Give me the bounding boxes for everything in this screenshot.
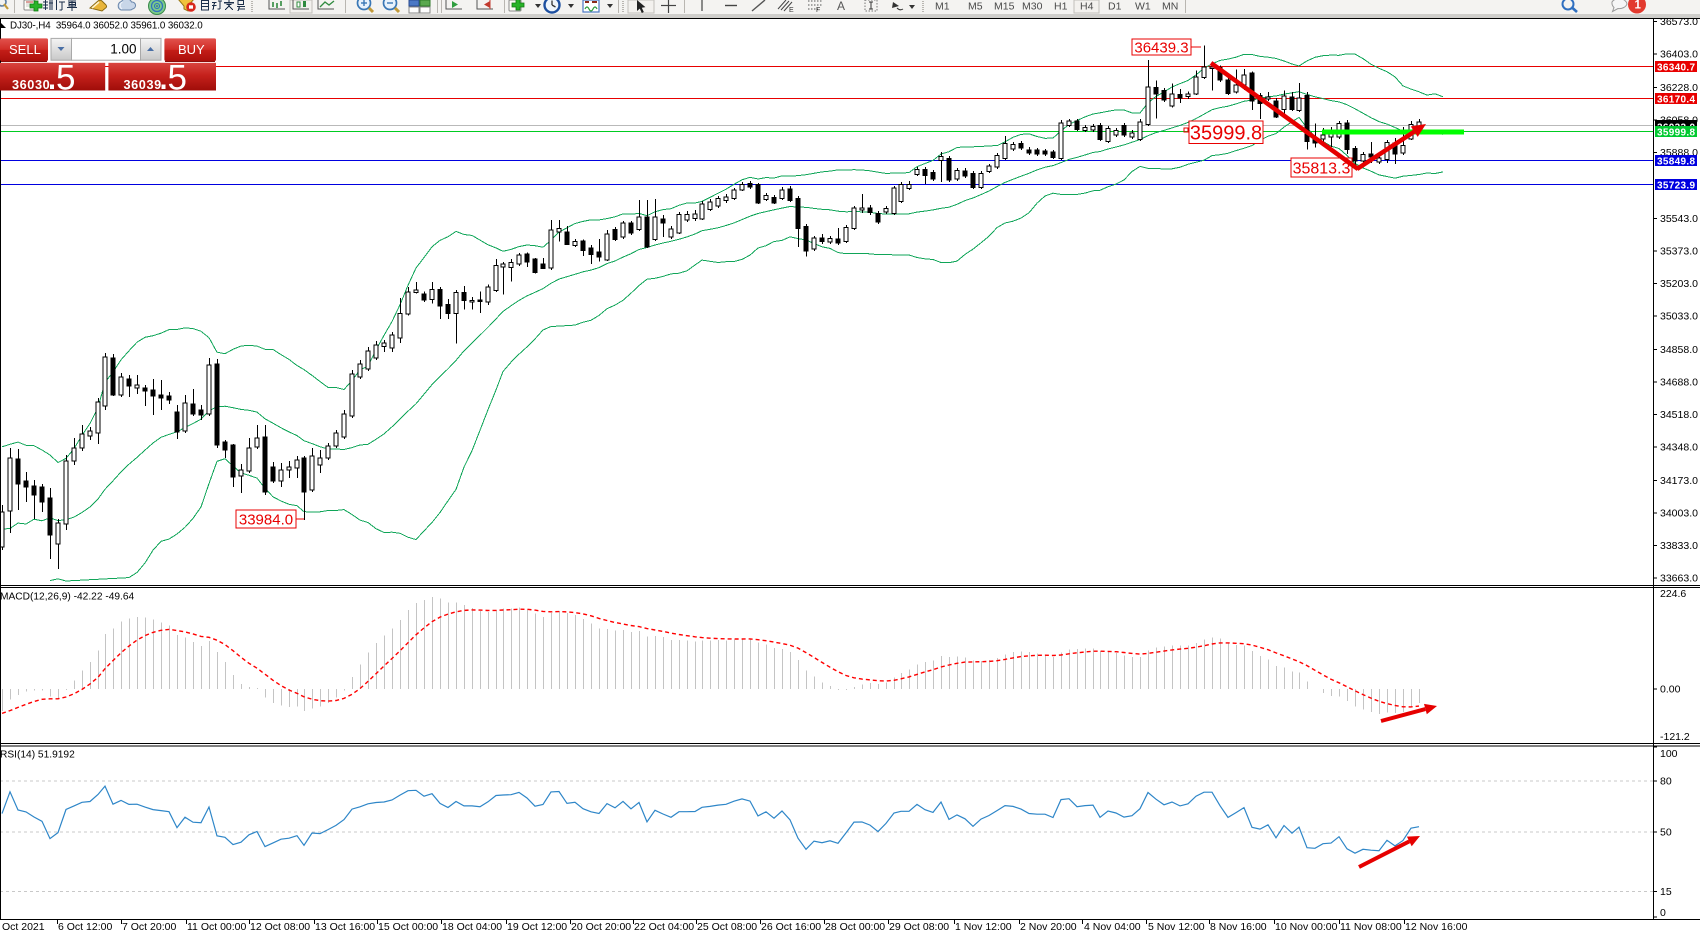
svg-text:36573.0: 36573.0	[1660, 16, 1698, 28]
svg-text:5: 5	[168, 59, 187, 98]
svg-text:11 Nov 08:00: 11 Nov 08:00	[1340, 921, 1402, 933]
svg-text:8 Nov 16:00: 8 Nov 16:00	[1210, 921, 1267, 933]
svg-text:19 Oct 12:00: 19 Oct 12:00	[507, 921, 567, 933]
svg-text:BUY: BUY	[178, 42, 205, 57]
svg-text:36039: 36039	[124, 78, 162, 92]
svg-text:RSI(14) 51.9192: RSI(14) 51.9192	[0, 750, 75, 761]
svg-text:1: 1	[1635, 0, 1642, 12]
svg-text:36170.4: 36170.4	[1657, 94, 1695, 105]
svg-text:H1: H1	[1054, 1, 1068, 13]
svg-text:MACD(12,26,9) -42.22 -49.64: MACD(12,26,9) -42.22 -49.64	[0, 592, 135, 603]
svg-text:33833.0: 33833.0	[1660, 540, 1698, 552]
svg-text:1 Nov 12:00: 1 Nov 12:00	[955, 921, 1012, 933]
svg-text:34003.0: 34003.0	[1660, 508, 1698, 520]
svg-text:4 Nov 04:00: 4 Nov 04:00	[1084, 921, 1141, 933]
svg-text:34688.0: 34688.0	[1660, 377, 1698, 389]
svg-text:50: 50	[1660, 827, 1672, 839]
svg-text:224.6: 224.6	[1660, 588, 1686, 600]
svg-text:36439.3: 36439.3	[1134, 39, 1188, 56]
svg-text:25 Oct 08:00: 25 Oct 08:00	[697, 921, 757, 933]
svg-text:20 Oct 20:00: 20 Oct 20:00	[571, 921, 631, 933]
svg-text:12 Nov 16:00: 12 Nov 16:00	[1405, 921, 1468, 933]
svg-text:5: 5	[56, 59, 75, 98]
svg-text:34348.0: 34348.0	[1660, 442, 1698, 454]
svg-text:0.00: 0.00	[1660, 684, 1681, 696]
svg-text:DJ30-,H4 35964.0 36052.0 3596: DJ30-,H4 35964.0 36052.0 35961.0 36032.0	[10, 21, 203, 32]
svg-text:15: 15	[1660, 886, 1672, 898]
svg-text:34518.0: 34518.0	[1660, 409, 1698, 421]
svg-text:F: F	[816, 7, 820, 14]
svg-text:33984.0: 33984.0	[239, 511, 293, 528]
svg-text:A: A	[837, 0, 845, 13]
svg-text:D1: D1	[1108, 1, 1122, 13]
svg-text:10 Nov 00:00: 10 Nov 00:00	[1275, 921, 1338, 933]
svg-text:34173.0: 34173.0	[1660, 475, 1698, 487]
svg-text:36030: 36030	[12, 78, 50, 92]
svg-text:11 Oct 00:00: 11 Oct 00:00	[187, 921, 247, 933]
svg-text:H4: H4	[1080, 1, 1094, 13]
svg-text:36340.7: 36340.7	[1657, 62, 1695, 73]
svg-text:35849.8: 35849.8	[1657, 156, 1695, 167]
svg-text:Oct 2021: Oct 2021	[2, 921, 45, 933]
svg-text:7 Oct 20:00: 7 Oct 20:00	[122, 921, 176, 933]
svg-text:1.00: 1.00	[110, 42, 136, 57]
svg-text:100: 100	[1660, 748, 1678, 760]
svg-text:2 Nov 20:00: 2 Nov 20:00	[1020, 921, 1077, 933]
svg-text:36403.0: 36403.0	[1660, 49, 1698, 61]
svg-text:22 Oct 04:00: 22 Oct 04:00	[634, 921, 694, 933]
svg-text:18 Oct 04:00: 18 Oct 04:00	[442, 921, 502, 933]
svg-text:M1: M1	[935, 1, 950, 13]
svg-text:35999.8: 35999.8	[1190, 122, 1262, 144]
svg-text:-121.2: -121.2	[1660, 731, 1690, 743]
svg-text:33663.0: 33663.0	[1660, 573, 1698, 585]
svg-text:35033.0: 35033.0	[1660, 311, 1698, 323]
svg-text:35543.0: 35543.0	[1660, 213, 1698, 225]
svg-text:35813.3: 35813.3	[1293, 160, 1351, 177]
svg-text:0: 0	[1660, 907, 1666, 919]
svg-text:35203.0: 35203.0	[1660, 278, 1698, 290]
svg-text:15 Oct 00:00: 15 Oct 00:00	[378, 921, 438, 933]
svg-text:E: E	[789, 7, 794, 14]
svg-text:35723.9: 35723.9	[1657, 180, 1695, 191]
svg-text:W1: W1	[1135, 1, 1151, 13]
svg-text:MN: MN	[1162, 1, 1178, 13]
svg-text:M15: M15	[994, 1, 1015, 13]
svg-text:M5: M5	[968, 1, 983, 13]
svg-text:35999.8: 35999.8	[1657, 127, 1695, 138]
svg-text:6 Oct 12:00: 6 Oct 12:00	[58, 921, 112, 933]
svg-text:35373.0: 35373.0	[1660, 246, 1698, 258]
svg-text:36228.0: 36228.0	[1660, 82, 1698, 94]
svg-text:5 Nov 12:00: 5 Nov 12:00	[1148, 921, 1205, 933]
svg-text:SELL: SELL	[9, 42, 41, 57]
svg-text:34858.0: 34858.0	[1660, 344, 1698, 356]
svg-text:12 Oct 08:00: 12 Oct 08:00	[250, 921, 310, 933]
svg-text:26 Oct 16:00: 26 Oct 16:00	[761, 921, 821, 933]
svg-text:29 Oct 08:00: 29 Oct 08:00	[889, 921, 949, 933]
svg-text:80: 80	[1660, 776, 1672, 788]
svg-text:13 Oct 16:00: 13 Oct 16:00	[315, 921, 375, 933]
svg-text:28 Oct 00:00: 28 Oct 00:00	[825, 921, 885, 933]
svg-text:M30: M30	[1022, 1, 1043, 13]
